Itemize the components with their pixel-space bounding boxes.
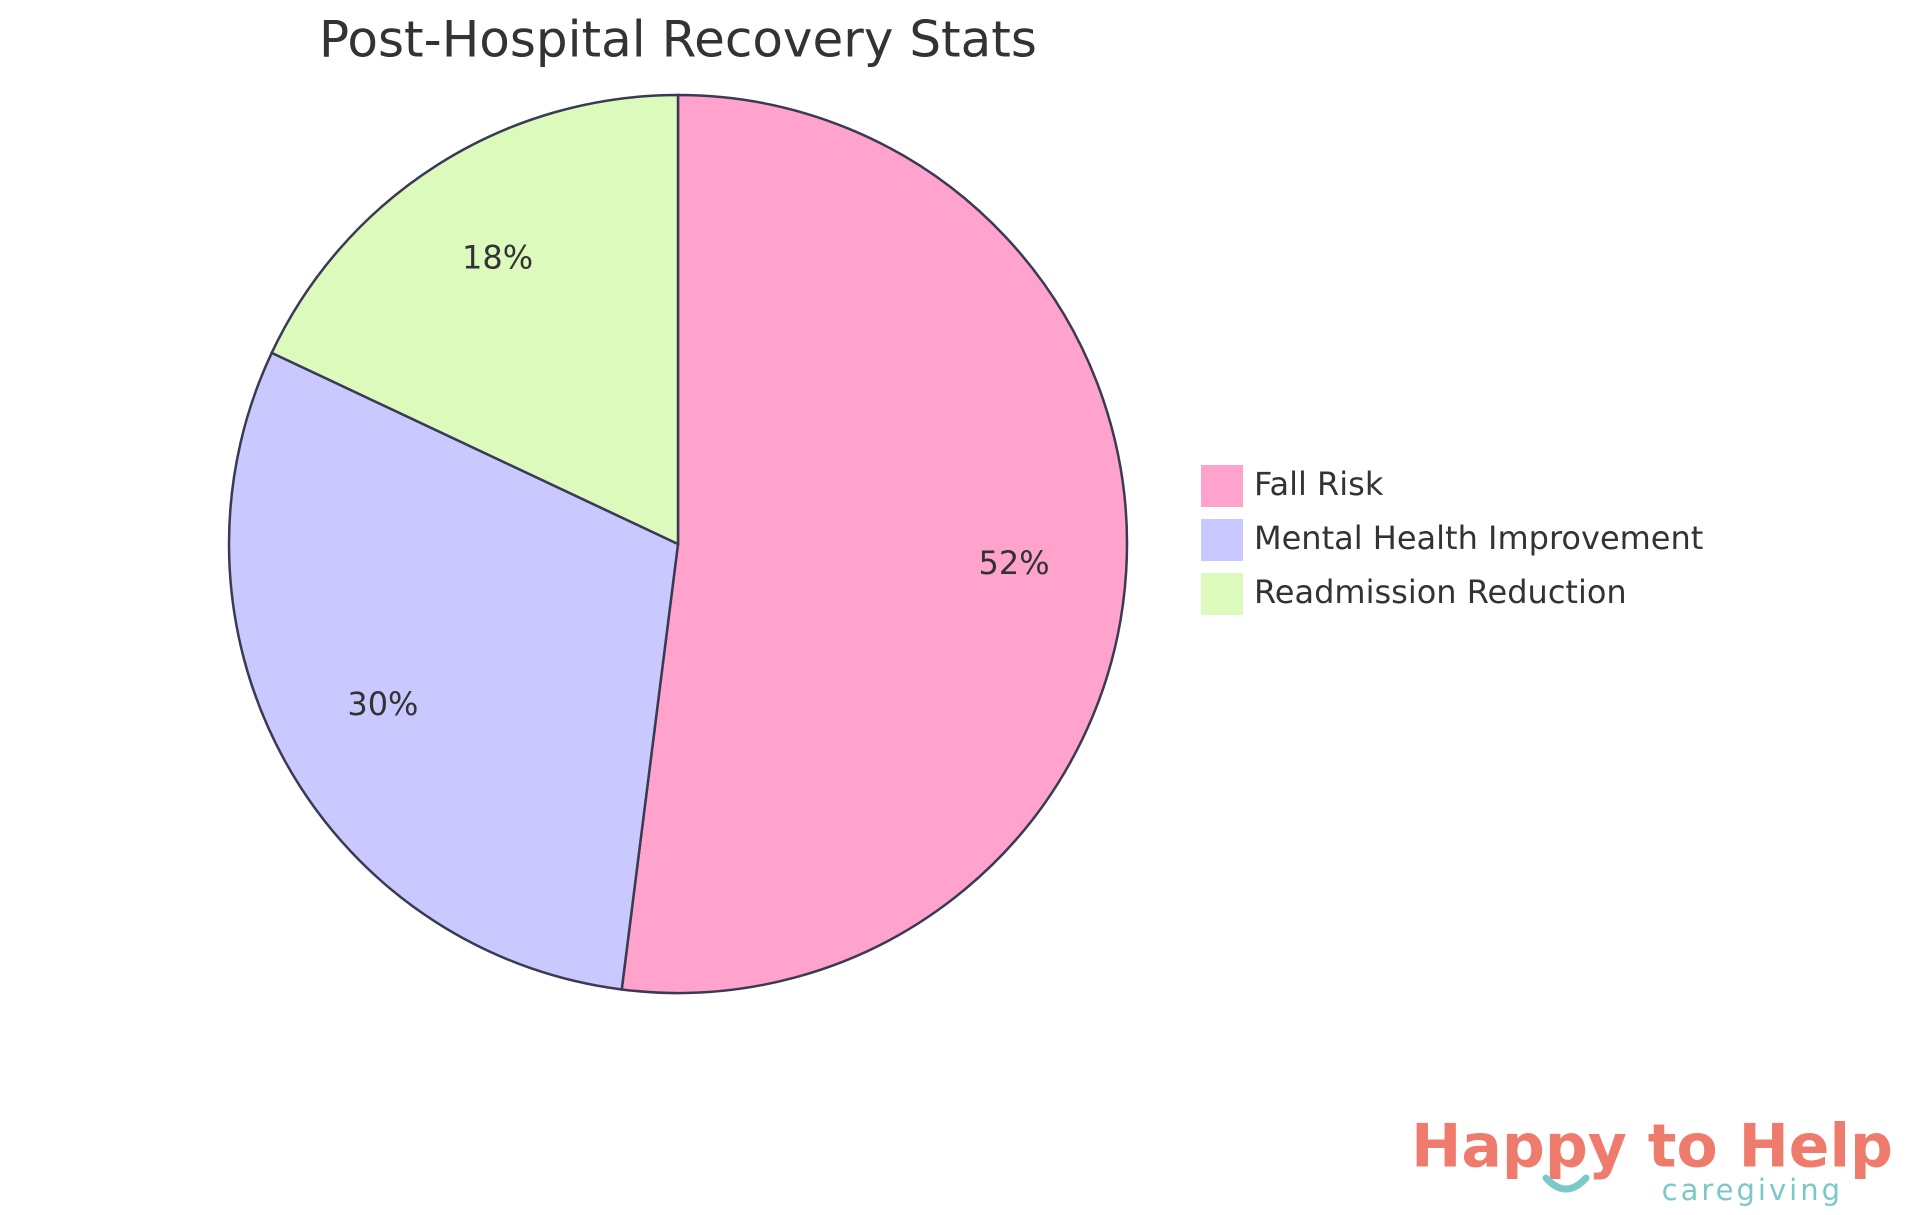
logo-smile: [1542, 1174, 1590, 1193]
data-label: 30%: [347, 685, 418, 723]
legend-label: Mental Health Improvement: [1254, 519, 1703, 557]
logo-tagline: caregiving: [1662, 1173, 1843, 1207]
pie-slice: [620, 93, 1129, 995]
pie-slice: [227, 351, 680, 991]
legend-label: Fall Risk: [1254, 465, 1384, 503]
logo-name: Happy to Help: [1411, 1112, 1893, 1182]
pie-slice: [270, 93, 680, 546]
chart-title: Post-Hospital Recovery Stats: [319, 11, 1037, 69]
legend-label: Readmission Reduction: [1254, 573, 1627, 611]
legend-swatch: [1199, 463, 1245, 509]
legend-swatch: [1199, 517, 1245, 563]
legend-swatch: [1199, 571, 1245, 617]
data-label: 18%: [462, 239, 533, 277]
logo: Happy to Help caregiving: [1411, 1112, 1893, 1207]
data-label: 52%: [979, 544, 1050, 582]
